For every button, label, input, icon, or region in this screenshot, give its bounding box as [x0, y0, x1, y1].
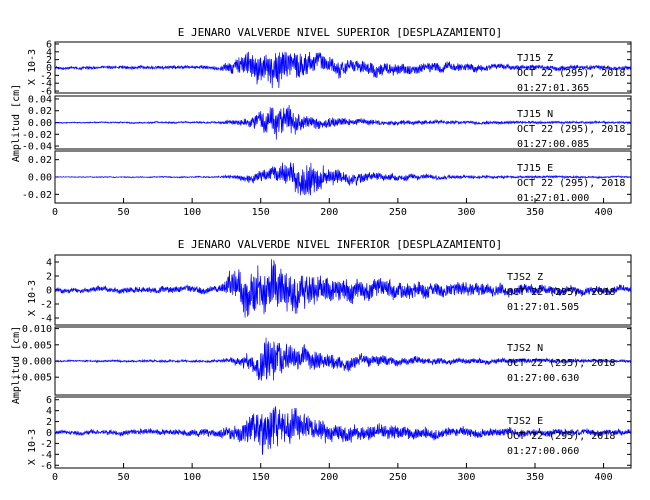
x-tick-label: 150 — [252, 207, 270, 218]
y-tick-label: 2 — [46, 55, 52, 66]
y-tick-label: 6 — [46, 39, 52, 50]
record-date: OCT 22 (295), 2018 — [507, 431, 615, 442]
x-tick-label: 250 — [389, 472, 407, 483]
y-tick-label: -2 — [40, 439, 52, 450]
record-time: 01:27:00.060 — [507, 446, 579, 457]
waveform-trace — [54, 337, 632, 381]
y-tick-label: 4 — [46, 47, 52, 58]
record-time: 01:27:00.085 — [517, 139, 589, 150]
panel-tj15-e: 0.020.00-0.02 TJ15 E OCT 22 (295), 2018 … — [22, 150, 632, 204]
station-component-label: TJS2 Z — [507, 272, 543, 283]
x-axis-ticks-top: 0 50 100 150 200 250 300 350 400 — [52, 198, 613, 218]
record-time: 01:27:01.365 — [517, 83, 589, 94]
y-tick-label: 0.02 — [28, 106, 52, 117]
waveform-trace — [54, 162, 632, 196]
panel-tjs2-n: 0.010 0.005 0.000 -0.005 TJS2 N OCT 22 (295… — [16, 324, 632, 396]
x-tick-label: 350 — [526, 472, 544, 483]
x-tick-label: 0 — [52, 207, 58, 218]
y-tick-label: 0.04 — [28, 94, 52, 105]
station-component-label: TJ15 E — [517, 163, 553, 174]
y-tick-label: 0.010 — [22, 324, 52, 335]
y-tick-label: -2 — [40, 300, 52, 311]
chart-title-bottom: E JENARO VALVERDE NIVEL INFERIOR [DESPLA… — [178, 238, 503, 251]
waveform-trace — [54, 51, 632, 89]
x-axis-ticks-bottom: 0 50 100 150 200 250 300 350 400 — [52, 463, 613, 483]
y-axis-label-bottom: Amplitud [cm] — [11, 326, 22, 404]
y-tick-label: -4 — [40, 79, 52, 90]
record-date: OCT 22 (295), 2018 — [517, 178, 625, 189]
station-component-label: TJS2 N — [507, 343, 543, 354]
y-tick-label: 0.000 — [22, 357, 52, 368]
scale-factor-label: X 10-3 — [27, 49, 38, 85]
x-tick-label: 100 — [183, 472, 201, 483]
y-tick-label: -6 — [40, 87, 52, 98]
x-tick-label: 100 — [183, 207, 201, 218]
record-time: 01:27:01.505 — [507, 302, 579, 313]
y-tick-label: 0.00 — [28, 118, 52, 129]
y-tick-label: -2 — [40, 71, 52, 82]
y-tick-label: -0.005 — [16, 373, 52, 384]
x-tick-label: 300 — [457, 207, 475, 218]
x-tick-label: 150 — [252, 472, 270, 483]
station-component-label: TJS2 E — [507, 416, 543, 427]
y-tick-label: 4 — [46, 406, 52, 417]
panel-tj15-n: 0.040.020.00-0.02-0.04 TJ15 N OCT 22 (29… — [22, 94, 632, 153]
x-tick-label: 350 — [526, 207, 544, 218]
y-tick-label: 0.02 — [28, 155, 52, 166]
x-tick-label: 250 — [389, 207, 407, 218]
x-tick-label: 200 — [320, 472, 338, 483]
y-axis-label-top: Amplitud [cm] — [11, 84, 22, 162]
x-tick-label: 400 — [595, 472, 613, 483]
record-date: OCT 22 (295), 2018 — [507, 358, 615, 369]
x-tick-label: 300 — [457, 472, 475, 483]
record-time: 01:27:01.000 — [517, 193, 589, 204]
y-tick-label: 0 — [46, 63, 52, 74]
y-tick-label: -0.02 — [22, 130, 52, 141]
y-tick-label: -6 — [40, 461, 52, 472]
y-tick-label: -0.04 — [22, 142, 52, 153]
record-time: 01:27:00.630 — [507, 373, 579, 384]
waveform-trace — [54, 406, 632, 455]
station-component-label: TJ15 N — [517, 109, 553, 120]
x-tick-label: 0 — [52, 472, 58, 483]
x-tick-label: 50 — [118, 207, 130, 218]
y-tick-label: 0 — [46, 286, 52, 297]
station-component-label: TJ15 Z — [517, 53, 553, 64]
y-tick-label: -4 — [40, 314, 52, 325]
record-date: OCT 22 (295), 2018 — [517, 68, 625, 79]
y-tick-label: 6 — [46, 395, 52, 406]
y-tick-label: 0.005 — [22, 340, 52, 351]
y-tick-label: -4 — [40, 450, 52, 461]
record-date: OCT 22 (295), 2018 — [507, 287, 615, 298]
scale-factor-label: X 10-3 — [27, 280, 38, 316]
y-tick-label: 0 — [46, 428, 52, 439]
waveform-trace — [54, 104, 632, 140]
x-tick-label: 50 — [118, 472, 130, 483]
record-date: OCT 22 (295), 2018 — [517, 124, 625, 135]
x-tick-label: 200 — [320, 207, 338, 218]
chart-title-top: E JENARO VALVERDE NIVEL SUPERIOR [DESPLA… — [178, 26, 503, 39]
y-tick-label: -0.02 — [22, 190, 52, 201]
y-tick-label: 4 — [46, 258, 52, 269]
panel-tjs2-z: 4 2 0 -2 -4 X 10-3 TJS2 Z OCT 22 (295), 2018… — [27, 254, 632, 326]
y-tick-label: 2 — [46, 272, 52, 283]
y-tick-labels: 0.040.020.00-0.02-0.04 — [22, 94, 631, 153]
waveform-trace — [54, 259, 632, 318]
y-tick-label: 2 — [46, 417, 52, 428]
scale-factor-label: X 10-3 — [27, 429, 38, 465]
y-tick-label: 0.00 — [28, 173, 52, 184]
x-tick-label: 400 — [595, 207, 613, 218]
